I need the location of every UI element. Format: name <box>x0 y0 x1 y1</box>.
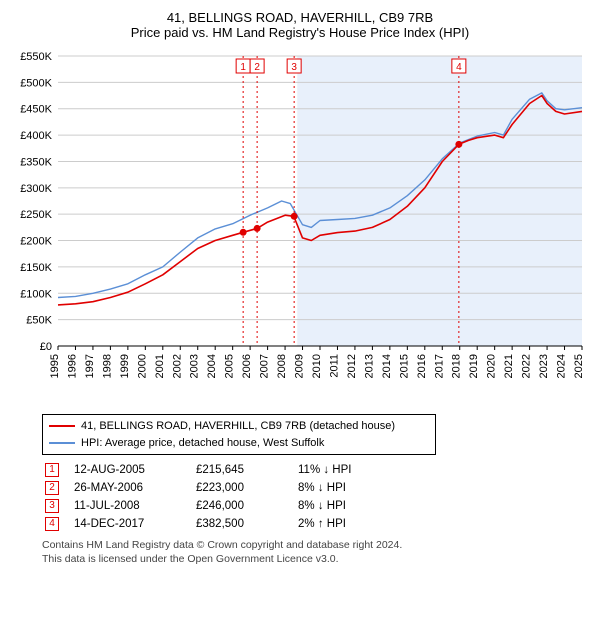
svg-text:£250K: £250K <box>20 209 52 221</box>
svg-text:2010: 2010 <box>311 354 323 378</box>
price-chart: £0 £50K £100K £150K £200K £250K £300K £350K £400… <box>10 46 590 406</box>
table-row: 1 12-AUG-2005£215,64511% ↓ HPI <box>42 461 363 479</box>
svg-text:2020: 2020 <box>486 354 498 378</box>
sale-delta: 2% ↑ HPI <box>298 515 363 533</box>
sale-date: 12-AUG-2005 <box>74 461 196 479</box>
table-row: 4 14-DEC-2017£382,5002% ↑ HPI <box>42 515 363 533</box>
chart-svg: £0 £50K £100K £150K £200K £250K £300K £350K £400… <box>10 46 590 406</box>
legend-label: HPI: Average price, detached house, West… <box>81 435 324 452</box>
sales-table: 1 12-AUG-2005£215,64511% ↓ HPI 2 26-MAY-200… <box>42 461 363 533</box>
sale-date: 11-JUL-2008 <box>74 497 196 515</box>
svg-text:2004: 2004 <box>206 354 218 378</box>
svg-text:2012: 2012 <box>346 354 358 378</box>
svg-text:2016: 2016 <box>416 354 428 378</box>
svg-text:2023: 2023 <box>538 354 550 378</box>
sale-marker-cell: 4 <box>42 515 74 533</box>
svg-text:2014: 2014 <box>381 354 393 378</box>
sale-date: 26-MAY-2006 <box>74 479 196 497</box>
svg-text:2003: 2003 <box>189 354 201 378</box>
svg-text:3: 3 <box>291 62 297 73</box>
sale-delta: 8% ↓ HPI <box>298 479 363 497</box>
sale-marker-icon: 1 <box>45 463 59 477</box>
svg-text:1: 1 <box>240 62 246 73</box>
svg-text:2021: 2021 <box>503 354 515 378</box>
footer-line-2: This data is licensed under the Open Gov… <box>42 553 590 567</box>
legend-swatch <box>49 442 75 444</box>
svg-text:1996: 1996 <box>66 354 78 378</box>
legend: 41, BELLINGS ROAD, HAVERHILL, CB9 7RB (d… <box>42 414 436 455</box>
sale-delta: 11% ↓ HPI <box>298 461 363 479</box>
sale-price: £215,645 <box>196 461 298 479</box>
svg-text:2011: 2011 <box>328 354 340 378</box>
legend-swatch <box>49 425 75 427</box>
svg-text:4: 4 <box>456 62 462 73</box>
sale-marker-icon: 2 <box>45 481 59 495</box>
svg-text:2009: 2009 <box>294 354 306 378</box>
svg-text:2008: 2008 <box>276 354 288 378</box>
svg-text:£400K: £400K <box>20 130 52 142</box>
sale-marker-cell: 2 <box>42 479 74 497</box>
svg-text:2002: 2002 <box>171 354 183 378</box>
legend-row: HPI: Average price, detached house, West… <box>49 435 429 452</box>
sale-marker-cell: 3 <box>42 497 74 515</box>
legend-label: 41, BELLINGS ROAD, HAVERHILL, CB9 7RB (d… <box>81 418 395 435</box>
svg-text:2001: 2001 <box>154 354 166 378</box>
svg-text:2025: 2025 <box>573 354 585 378</box>
svg-text:1999: 1999 <box>119 354 131 378</box>
svg-text:£0: £0 <box>40 341 52 353</box>
sale-delta: 8% ↓ HPI <box>298 497 363 515</box>
svg-text:£550K: £550K <box>20 51 52 63</box>
table-row: 2 26-MAY-2006£223,0008% ↓ HPI <box>42 479 363 497</box>
svg-text:2000: 2000 <box>136 354 148 378</box>
svg-text:2019: 2019 <box>468 354 480 378</box>
svg-text:£350K: £350K <box>20 156 52 168</box>
sale-price: £382,500 <box>196 515 298 533</box>
svg-text:£300K: £300K <box>20 183 52 195</box>
svg-text:£450K: £450K <box>20 104 52 116</box>
svg-text:2013: 2013 <box>363 354 375 378</box>
chart-title-subtitle: Price paid vs. HM Land Registry's House … <box>10 25 590 40</box>
svg-text:2: 2 <box>254 62 260 73</box>
svg-text:2006: 2006 <box>241 354 253 378</box>
svg-text:£500K: £500K <box>20 77 52 89</box>
svg-text:1997: 1997 <box>84 354 96 378</box>
sale-price: £246,000 <box>196 497 298 515</box>
footer-line-1: Contains HM Land Registry data © Crown c… <box>42 539 590 553</box>
svg-text:1995: 1995 <box>49 354 61 378</box>
sale-marker-icon: 4 <box>45 517 59 531</box>
svg-text:2007: 2007 <box>259 354 271 378</box>
chart-title-address: 41, BELLINGS ROAD, HAVERHILL, CB9 7RB <box>10 10 590 25</box>
table-row: 3 11-JUL-2008£246,0008% ↓ HPI <box>42 497 363 515</box>
sale-price: £223,000 <box>196 479 298 497</box>
page-container: 41, BELLINGS ROAD, HAVERHILL, CB9 7RB Pr… <box>0 0 600 574</box>
sale-date: 14-DEC-2017 <box>74 515 196 533</box>
svg-text:2024: 2024 <box>556 354 568 378</box>
svg-text:£50K: £50K <box>26 315 52 327</box>
svg-text:2017: 2017 <box>433 354 445 378</box>
svg-text:1998: 1998 <box>101 354 113 378</box>
sale-marker-cell: 1 <box>42 461 74 479</box>
svg-text:2018: 2018 <box>451 354 463 378</box>
svg-text:£150K: £150K <box>20 262 52 274</box>
legend-row: 41, BELLINGS ROAD, HAVERHILL, CB9 7RB (d… <box>49 418 429 435</box>
footer-attribution: Contains HM Land Registry data © Crown c… <box>42 539 590 566</box>
svg-text:2022: 2022 <box>521 354 533 378</box>
svg-text:2005: 2005 <box>224 354 236 378</box>
svg-text:2015: 2015 <box>398 354 410 378</box>
svg-text:£200K: £200K <box>20 236 52 248</box>
sale-marker-icon: 3 <box>45 499 59 513</box>
svg-text:£100K: £100K <box>20 288 52 300</box>
